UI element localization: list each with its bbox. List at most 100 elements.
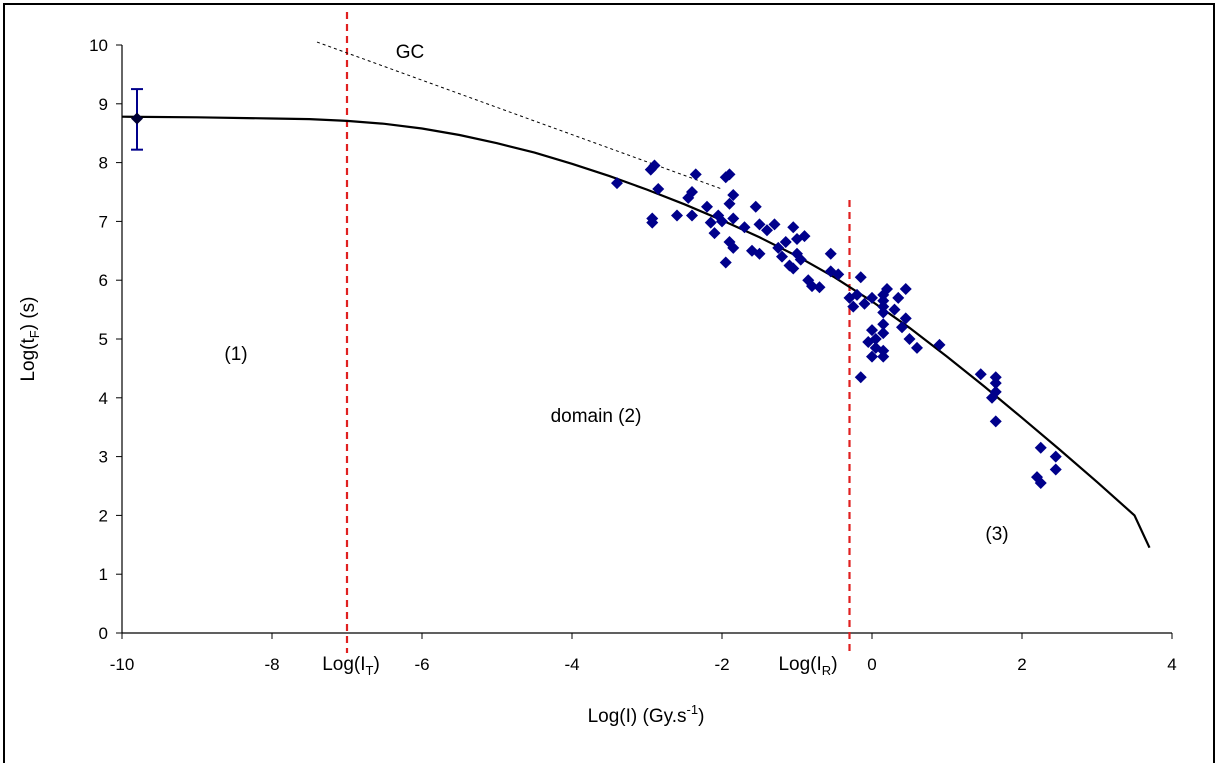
region-3-label: (3): [985, 524, 1008, 545]
error-point-marker: [131, 112, 143, 125]
data-point: [888, 303, 901, 316]
y-tick-label: 1: [99, 565, 108, 584]
fit-curve-group: [121, 115, 1151, 549]
data-point: [708, 227, 721, 240]
y-tick-label: 10: [89, 36, 108, 55]
data-point: [798, 230, 811, 243]
data-point: [768, 218, 781, 231]
data-point: [776, 250, 788, 263]
data-point: [866, 350, 878, 363]
data-point: [611, 177, 623, 190]
data-point: [727, 212, 740, 225]
data-point: [824, 247, 837, 260]
data-point: [716, 215, 728, 228]
data-point: [847, 300, 860, 313]
x-tick-label: -6: [414, 655, 429, 674]
gc-label: GC: [396, 42, 425, 63]
data-point: [749, 200, 762, 213]
x-tick-label: 4: [1167, 655, 1176, 674]
data-point: [933, 338, 946, 351]
x-tick-label: -10: [110, 655, 135, 674]
data-point: [753, 218, 766, 231]
data-point: [787, 262, 800, 275]
data-points: [611, 159, 1062, 490]
data-point: [989, 377, 1002, 390]
x-tick-label: -2: [714, 655, 729, 674]
data-point: [652, 183, 665, 196]
y-tick-label: 3: [99, 448, 108, 467]
error-point: [131, 88, 143, 151]
y-tick-label: 0: [99, 624, 108, 643]
x-tick-label: 0: [867, 655, 876, 674]
data-point: [877, 344, 890, 357]
y-tick-label: 4: [99, 389, 108, 408]
data-point: [832, 268, 845, 281]
x-tick-label: -4: [564, 655, 579, 674]
threshold-t-label: Log(IT): [322, 654, 380, 678]
y-axis-title: Log(tF) (s): [18, 296, 42, 381]
data-point: [892, 291, 905, 304]
data-point: [806, 280, 818, 293]
data-point: [1034, 477, 1047, 490]
region-2-label: domain (2): [551, 406, 642, 427]
axes: [121, 45, 1172, 634]
data-point: [761, 224, 773, 237]
threshold-r-label: Log(IR): [778, 654, 837, 678]
data-point: [866, 291, 878, 304]
data-point: [727, 241, 740, 254]
chart-frame: [3, 3, 1215, 763]
y-tick-label: 8: [99, 154, 108, 173]
data-point: [648, 159, 661, 172]
data-point: [671, 209, 683, 222]
data-point: [779, 235, 792, 248]
y-tick-label: 9: [99, 95, 108, 114]
data-point: [854, 371, 867, 384]
data-point: [877, 318, 890, 331]
x-tick-label: 2: [1017, 655, 1026, 674]
data-point: [881, 283, 893, 296]
gc-line-group: [316, 41, 723, 190]
data-point: [854, 271, 867, 284]
data-point: [701, 200, 713, 213]
data-point: [986, 391, 998, 404]
data-point: [723, 197, 736, 210]
y-tick-label: 5: [99, 330, 108, 349]
data-point: [989, 415, 1002, 428]
y-tick-label: 7: [99, 212, 108, 231]
x-tick-label: -8: [264, 655, 279, 674]
data-point: [719, 256, 732, 269]
threshold-lines: [345, 12, 851, 653]
data-point: [911, 341, 923, 354]
data-point: [686, 186, 698, 198]
data-point: [772, 241, 785, 254]
x-axis-title: Log(I) (Gy.s-1): [588, 702, 705, 727]
data-point: [1034, 441, 1047, 454]
data-point: [723, 168, 736, 181]
data-point: [813, 281, 826, 294]
data-point: [899, 312, 912, 325]
data-point: [858, 297, 871, 310]
data-point: [794, 253, 807, 266]
data-point: [646, 216, 659, 229]
data-point: [899, 283, 912, 296]
y-tick-label: 6: [99, 271, 108, 290]
data-point: [877, 327, 890, 340]
data-point: [738, 221, 751, 234]
gc-line: [316, 41, 723, 190]
data-point: [1049, 463, 1062, 476]
data-point: [851, 288, 863, 301]
data-point: [1049, 450, 1062, 463]
data-point: [787, 221, 800, 234]
y-tick-label: 2: [99, 506, 108, 525]
y-ticks: 0 1 2 3 4 5 6 7 8 9 10: [89, 36, 122, 643]
data-point: [686, 209, 698, 222]
x-ticks: -10 -8 -6 -4 -2 0 2 4: [110, 633, 1177, 674]
data-point: [903, 333, 916, 345]
data-point: [753, 247, 766, 260]
data-point: [704, 216, 717, 229]
data-point: [974, 368, 987, 381]
data-point: [869, 333, 882, 345]
fit-curve: [121, 115, 1151, 549]
data-point: [866, 324, 878, 337]
